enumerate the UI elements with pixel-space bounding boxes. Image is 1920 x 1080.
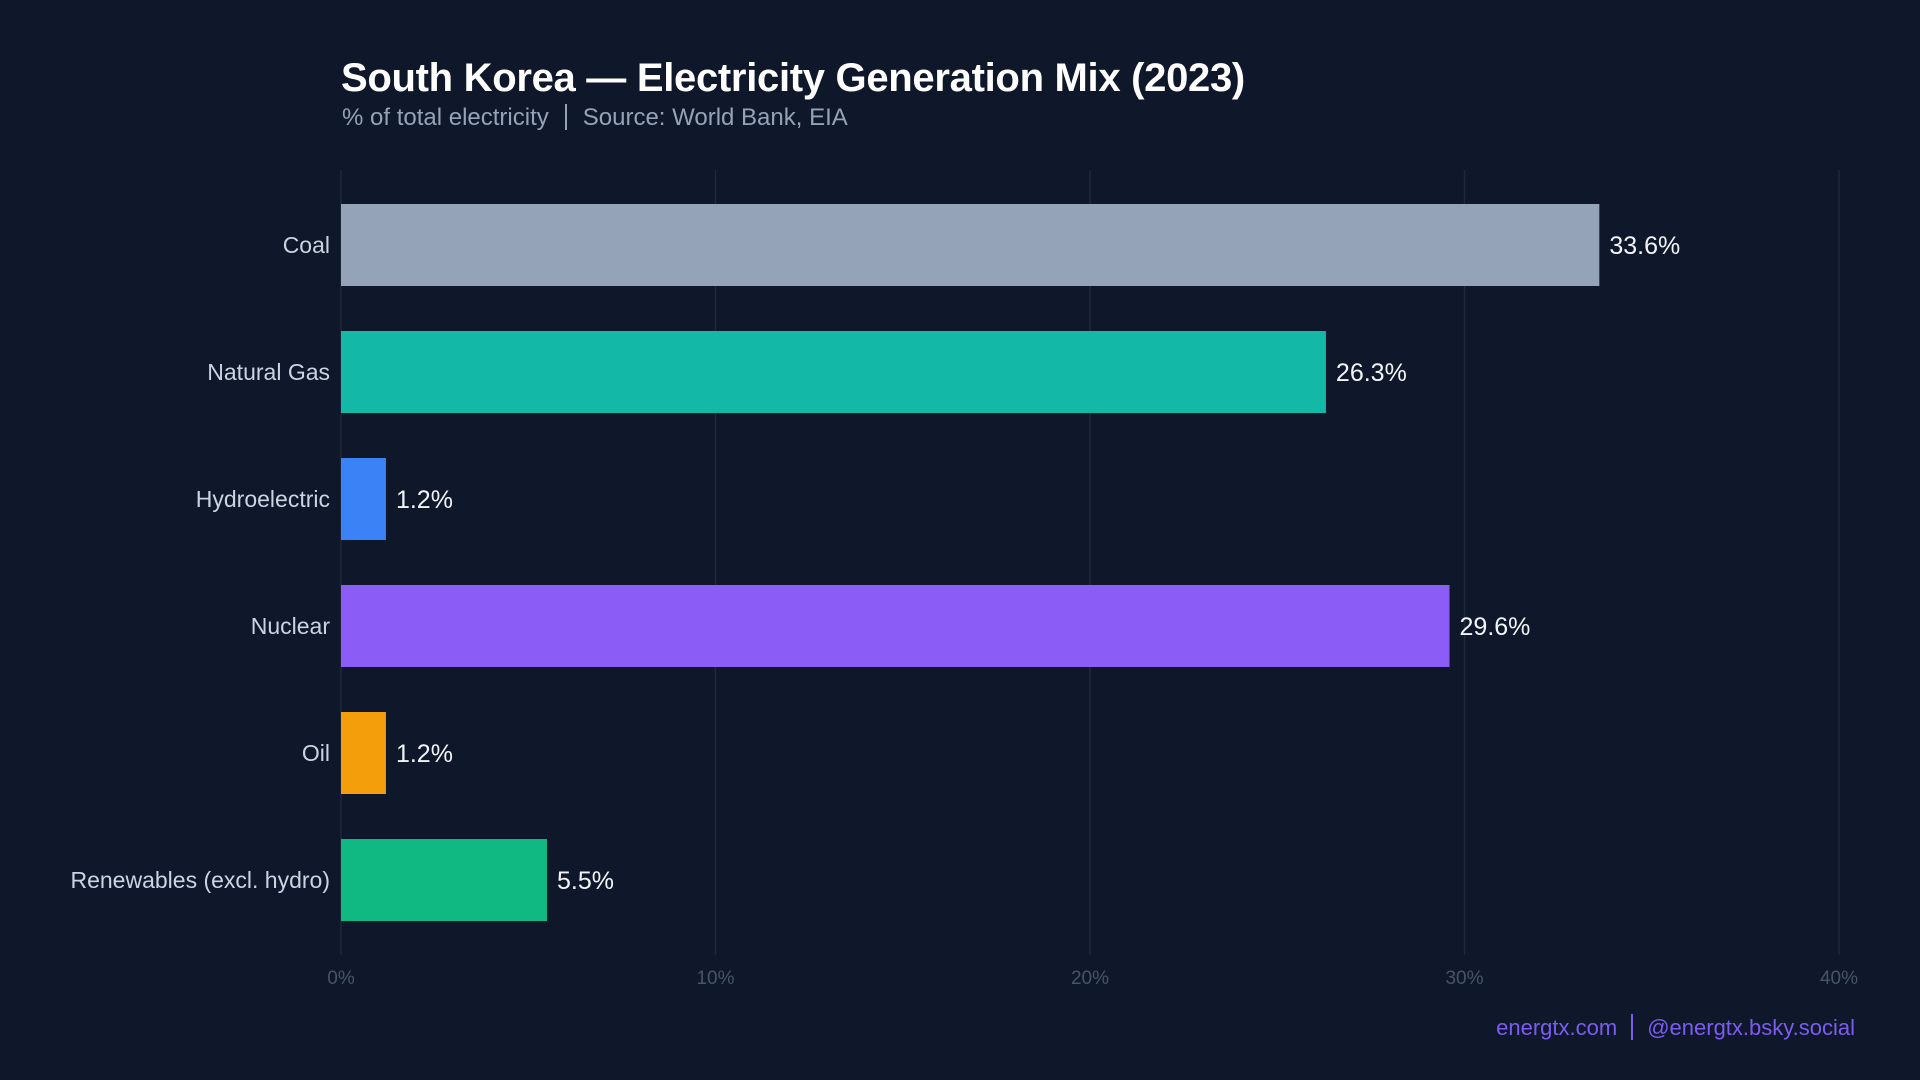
subtitle-unit: % of total electricity bbox=[342, 104, 549, 131]
footer-website: energtx.com bbox=[1496, 1015, 1618, 1040]
bar-renewables-excl-hydro bbox=[341, 839, 547, 921]
footer-divider bbox=[1631, 1014, 1634, 1040]
chart-subtitle: % of total electricity Source: World Bank… bbox=[342, 104, 848, 132]
subtitle-source: Source: World Bank, EIA bbox=[582, 104, 848, 131]
category-label: Coal bbox=[283, 232, 330, 258]
category-label: Oil bbox=[302, 740, 330, 766]
data-label: 1.2% bbox=[396, 740, 453, 768]
x-tick-label: 30% bbox=[1445, 968, 1483, 989]
x-tick-label: 10% bbox=[696, 968, 734, 989]
category-label: Hydroelectric bbox=[196, 486, 330, 512]
category-label: Renewables (excl. hydro) bbox=[70, 867, 330, 893]
bar-oil bbox=[341, 712, 386, 794]
subtitle-divider bbox=[564, 104, 567, 130]
footer-social: @energtx.bsky.social bbox=[1647, 1015, 1855, 1040]
data-label: 29.6% bbox=[1460, 613, 1531, 641]
chart-title: South Korea — Electricity Generation Mix… bbox=[341, 56, 1245, 100]
x-tick-label: 40% bbox=[1820, 968, 1858, 989]
data-label: 1.2% bbox=[396, 486, 453, 514]
data-label: 33.6% bbox=[1609, 232, 1680, 260]
bar-natural-gas bbox=[341, 331, 1326, 413]
bar-coal bbox=[341, 204, 1600, 286]
bar-nuclear bbox=[341, 585, 1450, 667]
category-label: Natural Gas bbox=[207, 359, 330, 385]
data-label: 5.5% bbox=[557, 867, 614, 895]
x-tick-label: 20% bbox=[1071, 968, 1109, 989]
category-label: Nuclear bbox=[251, 613, 331, 639]
bar-hydroelectric bbox=[341, 458, 386, 540]
data-label: 26.3% bbox=[1336, 359, 1407, 387]
footer-credits: energtx.com @energtx.bsky.social bbox=[1496, 1014, 1855, 1041]
x-tick-label: 0% bbox=[327, 968, 355, 989]
